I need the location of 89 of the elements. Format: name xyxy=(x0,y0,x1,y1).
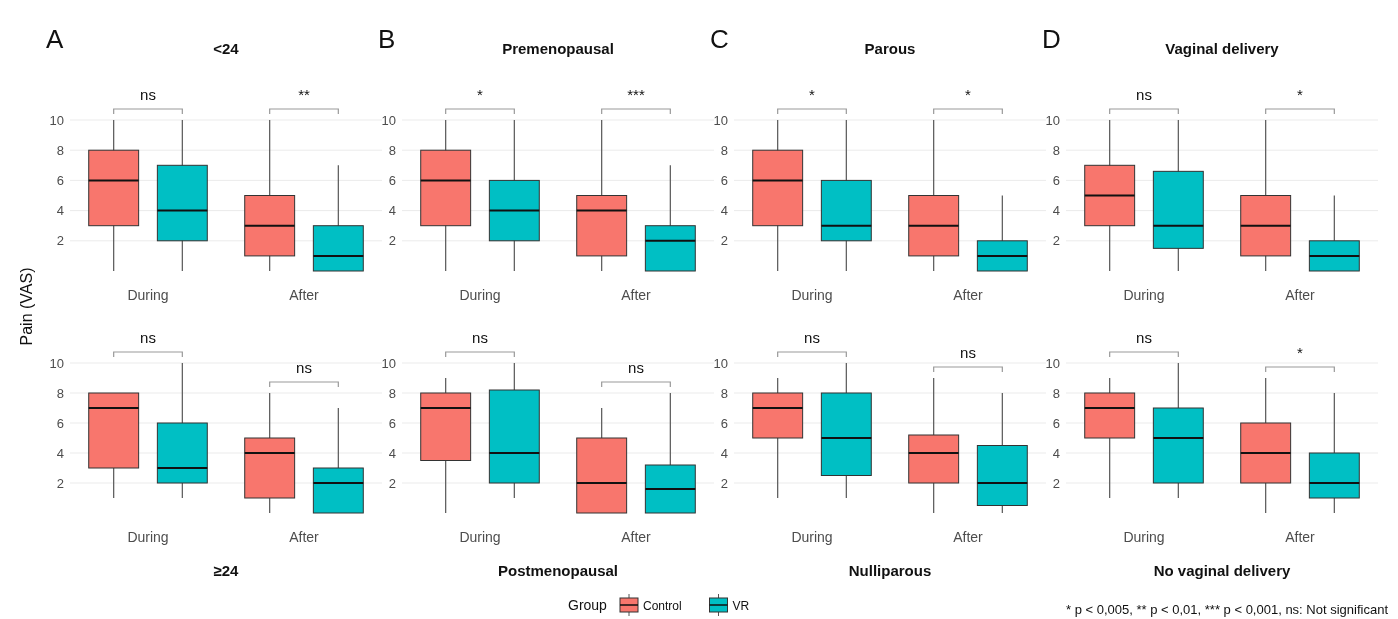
annotation: ns xyxy=(628,359,644,376)
y-tick-label: 6 xyxy=(56,172,64,188)
text: ns xyxy=(140,329,156,346)
text: * xyxy=(1297,86,1304,103)
text: Nulliparous xyxy=(848,562,932,579)
y-tick-label: 2 xyxy=(1052,475,1060,491)
text: Postmenopausal xyxy=(497,562,619,579)
y-tick-label: 8 xyxy=(720,142,728,158)
x-tick-label: After xyxy=(289,287,320,303)
text: B xyxy=(378,24,396,54)
y-tick-label: 10 xyxy=(1045,355,1060,371)
annotation: ns xyxy=(296,359,312,376)
text: ns xyxy=(472,329,488,346)
y-tick-label: 2 xyxy=(720,475,728,491)
x-tick-label: During xyxy=(791,287,833,303)
y-tick-label: 10 xyxy=(49,112,64,128)
y-tick-label: 2 xyxy=(720,233,728,249)
y-tick-label: 2 xyxy=(388,475,396,491)
text: ns xyxy=(804,329,820,346)
text: * xyxy=(477,86,484,103)
text: * xyxy=(1297,344,1304,361)
text: D xyxy=(1042,24,1061,54)
y-tick-label: 4 xyxy=(720,203,728,219)
y-tick-label: 10 xyxy=(49,355,64,371)
x-tick-label: After xyxy=(1285,529,1316,545)
y-tick-label: 8 xyxy=(56,385,64,401)
y-tick-label: 8 xyxy=(1052,142,1060,158)
y-tick-label: 10 xyxy=(713,112,728,128)
x-tick-label: After xyxy=(621,529,652,545)
legend-title: Group xyxy=(568,597,608,613)
y-tick-label: 6 xyxy=(56,415,64,431)
chart-title: Parous xyxy=(864,40,916,57)
y-tick-label: 2 xyxy=(1052,233,1060,249)
y-tick-label: 6 xyxy=(388,172,396,188)
y-tick-label: 4 xyxy=(1052,203,1060,219)
x-tick-label: After xyxy=(1285,287,1316,303)
chart-title: <24 xyxy=(213,40,240,57)
y-axis-title: Pain (VAS) xyxy=(18,267,35,346)
text: *** xyxy=(627,86,645,103)
chart-title: Vaginal delivery xyxy=(1165,40,1280,57)
text: * p < 0,005, ** p < 0,01, *** p < 0,001, ns: Not significant xyxy=(1066,602,1389,617)
text: * xyxy=(965,86,972,103)
y-tick-label: 6 xyxy=(1052,172,1060,188)
text: C xyxy=(710,24,729,54)
y-tick-label: 8 xyxy=(388,142,396,158)
x-tick-label: During xyxy=(1123,287,1165,303)
x-tick-label: During xyxy=(459,529,501,545)
y-tick-label: 2 xyxy=(56,233,64,249)
y-tick-label: 8 xyxy=(388,385,396,401)
y-tick-label: 6 xyxy=(1052,415,1060,431)
chart-title: Premenopausal xyxy=(502,40,614,57)
y-tick-label: 10 xyxy=(1045,112,1060,128)
y-tick-label: 10 xyxy=(713,355,728,371)
text: ** xyxy=(298,86,310,103)
y-tick-label: 6 xyxy=(720,415,728,431)
text: ns xyxy=(140,86,156,103)
x-tick-label: During xyxy=(127,287,169,303)
y-tick-label: 4 xyxy=(56,445,64,461)
y-tick-label: 10 xyxy=(381,112,396,128)
x-tick-label: After xyxy=(953,287,984,303)
x-tick-label: After xyxy=(953,529,984,545)
x-tick-label: During xyxy=(127,529,169,545)
y-tick-label: 4 xyxy=(388,203,396,219)
y-tick-label: 6 xyxy=(720,172,728,188)
y-tick-label: 4 xyxy=(1052,445,1060,461)
legend-label: Control xyxy=(643,599,682,613)
y-tick-label: 6 xyxy=(388,415,396,431)
x-tick-label: During xyxy=(459,287,501,303)
x-tick-label: During xyxy=(1123,529,1165,545)
y-tick-label: 4 xyxy=(56,203,64,219)
x-tick-label: During xyxy=(791,529,833,545)
text: A xyxy=(46,24,64,54)
y-tick-label: 8 xyxy=(720,385,728,401)
y-tick-label: 2 xyxy=(56,475,64,491)
y-tick-label: 4 xyxy=(720,445,728,461)
y-tick-label: 2 xyxy=(388,233,396,249)
text: * xyxy=(809,86,816,103)
text: ns xyxy=(1136,329,1152,346)
x-tick-label: After xyxy=(289,529,320,545)
text: ns xyxy=(960,344,976,361)
y-tick-label: 4 xyxy=(388,445,396,461)
x-tick-label: After xyxy=(621,287,652,303)
y-tick-label: 10 xyxy=(381,355,396,371)
y-tick-label: 8 xyxy=(1052,385,1060,401)
text: ns xyxy=(1136,86,1152,103)
text: ≥24 xyxy=(213,562,240,579)
y-tick-label: 8 xyxy=(56,142,64,158)
text: No vaginal delivery xyxy=(1153,562,1292,579)
legend-label: VR xyxy=(732,599,750,613)
